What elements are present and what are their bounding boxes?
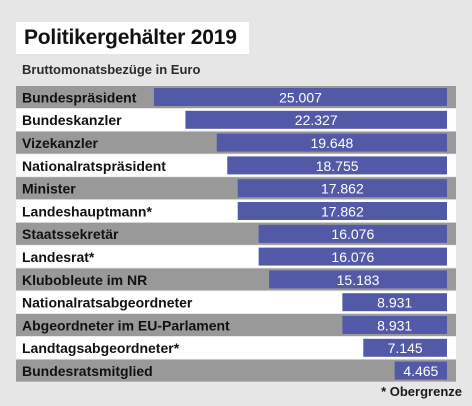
value-label: 22.327	[295, 112, 338, 128]
bar	[237, 179, 447, 198]
footnote: * Obergrenze	[381, 384, 462, 399]
bar	[342, 293, 447, 312]
row-background	[16, 336, 456, 359]
category-label: Bundeskanzler	[22, 112, 122, 128]
bar	[237, 202, 447, 220]
bar	[258, 224, 447, 243]
row-background	[16, 359, 456, 382]
bar	[216, 133, 447, 152]
bar	[394, 361, 447, 380]
value-label: 7.145	[388, 340, 423, 356]
value-label: 15.183	[337, 272, 380, 288]
category-label: Bundesratsmitglied	[22, 363, 153, 379]
value-label: 17.862	[321, 181, 364, 197]
value-label: 4.465	[403, 363, 438, 379]
category-label: Minister	[22, 181, 76, 197]
bar	[258, 247, 447, 266]
value-label: 18.755	[316, 158, 359, 174]
bar	[342, 316, 447, 334]
bar	[154, 88, 447, 106]
category-label: Abgeordneter im EU-Parlament	[22, 317, 230, 333]
value-label: 25.007	[279, 89, 322, 105]
value-label: 17.862	[321, 203, 364, 219]
value-label: 8.931	[377, 317, 412, 333]
category-label: Nationalratsabgeordneter	[22, 295, 193, 311]
bar	[269, 270, 447, 289]
category-label: Staatssekretär	[22, 226, 119, 242]
category-label: Nationalratspräsident	[22, 158, 166, 174]
value-label: 8.931	[377, 295, 412, 311]
bar	[363, 338, 447, 357]
category-label: Bundespräsident	[22, 89, 137, 105]
category-label: Vizekanzler	[22, 135, 99, 151]
category-label: Landtagsabgeordneter*	[22, 340, 180, 356]
value-label: 19.648	[310, 135, 353, 151]
category-label: Landeshauptmann*	[22, 203, 152, 219]
chart-subtitle: Bruttomonatsbezüge in Euro	[22, 62, 201, 77]
value-label: 16.076	[331, 249, 374, 265]
chart-title: Politikergehälter 2019	[16, 22, 249, 54]
category-label: Klubobleute im NR	[22, 272, 147, 288]
value-label: 16.076	[331, 226, 374, 242]
category-label: Landesrat*	[22, 249, 95, 265]
bar	[227, 156, 447, 175]
bar	[185, 110, 447, 129]
